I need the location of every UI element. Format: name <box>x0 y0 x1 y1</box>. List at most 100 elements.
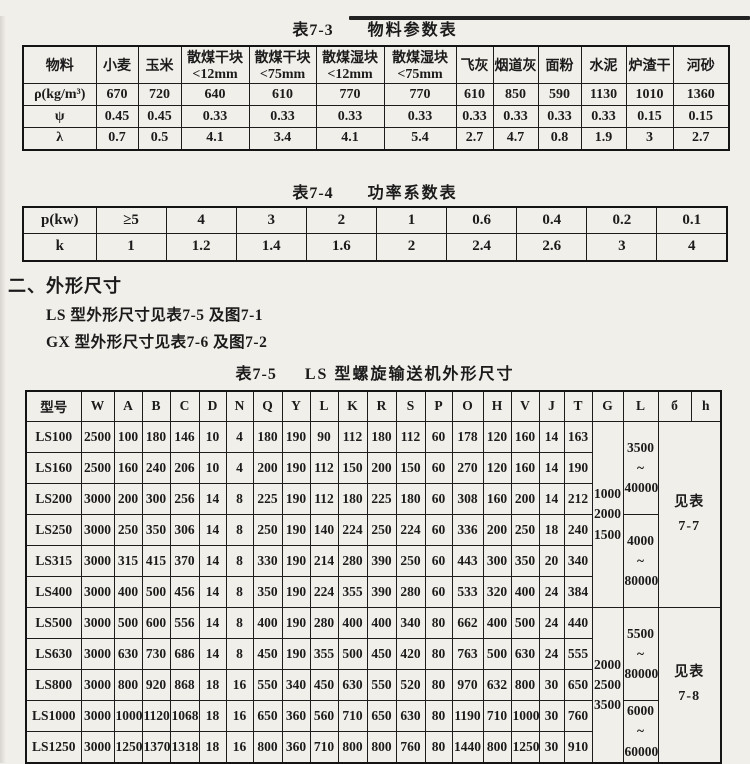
column-header: 物料 <box>22 45 97 84</box>
cell: 1 <box>375 206 448 234</box>
cell: 14 <box>198 638 227 670</box>
column-header: Q <box>252 390 283 422</box>
cell: 200 <box>252 452 283 484</box>
cell: 710 <box>309 731 339 764</box>
cell: 650 <box>366 699 397 733</box>
cell: 1440 <box>451 731 484 764</box>
table-row: LS250 3000 250 350 306 14 8 250 190 140 224 250 224 6… <box>25 514 721 608</box>
cell: 180 <box>252 421 283 453</box>
cell: 800 <box>510 669 540 701</box>
cell: 1 <box>95 233 167 261</box>
cell: 190 <box>281 483 311 515</box>
cell: 308 <box>451 483 484 515</box>
model-row-header: LS1250 <box>25 731 82 764</box>
cell: 240 <box>141 452 171 484</box>
cell: 160 <box>510 421 540 453</box>
cell: 300 <box>141 483 171 515</box>
cell: 800 <box>482 731 512 764</box>
table-7-3-caption-title: 物料参数表 <box>367 22 458 39</box>
cell: 1.6 <box>305 233 377 261</box>
cell: 456 <box>169 576 200 608</box>
cell: 5.4 <box>383 127 457 150</box>
cell: 180 <box>141 421 171 453</box>
cell: 868 <box>169 669 200 701</box>
cell: 390 <box>366 545 397 577</box>
cell: 0.4 <box>516 206 588 234</box>
cell: 300 <box>482 545 512 577</box>
cell: 720 <box>137 83 182 106</box>
table-row: 物料 小麦 玉米 散煤干块 <12mm 散煤干块 <75mm 散煤湿块 <12mm 散煤湿块… <box>22 45 730 84</box>
model-row-header: LS400 <box>25 576 82 608</box>
cell: 4.7 <box>492 127 539 150</box>
cell: 360 <box>281 731 311 764</box>
cell: 120 <box>482 452 512 484</box>
table-7-3-caption: 表7-3 物料参数表 <box>0 16 750 40</box>
cell: 400 <box>337 607 368 639</box>
column-header: 型号 <box>25 390 82 422</box>
cell: 280 <box>395 576 426 608</box>
gx-dimension-reference: GX 型外形尺寸见表7-6 及图7-2 <box>46 333 268 351</box>
cell: 306 <box>169 514 200 546</box>
column-header: 散煤湿块 <12mm <box>315 45 385 84</box>
model-row-header: LS1000 <box>25 699 82 733</box>
model-row-header: LS800 <box>25 669 82 701</box>
column-header: б <box>657 390 692 422</box>
model-row-header: LS315 <box>25 545 82 577</box>
cell: 1000 <box>113 699 143 733</box>
cell: 3 <box>235 206 307 234</box>
cell: 800 <box>337 731 368 764</box>
table-row: LS500 3000 500 600 556 14 8 400 190 280 400 400 340 8… <box>25 606 722 764</box>
cell: 60 <box>424 545 453 577</box>
cell: 120 <box>482 421 512 453</box>
row-header: p(kw) <box>22 206 97 234</box>
cell: 450 <box>309 669 339 701</box>
column-header: K <box>337 390 368 422</box>
cell: 225 <box>366 483 397 515</box>
cell: 0.33 <box>537 105 582 128</box>
cell: 60 <box>424 421 453 453</box>
column-header: 水泥 <box>580 45 627 84</box>
row-header: k <box>22 233 97 261</box>
cell: 250 <box>252 514 283 546</box>
cell: 80 <box>424 669 453 701</box>
cell: 0.5 <box>137 127 182 150</box>
cell: 970 <box>451 669 484 701</box>
cell: 0.15 <box>672 105 730 128</box>
cell: 8 <box>225 638 254 670</box>
cell: 350 <box>252 576 283 608</box>
cell: 0.33 <box>315 105 385 128</box>
cell: 214 <box>309 545 339 577</box>
cell: 650 <box>252 699 283 733</box>
cell: 60 <box>424 576 453 608</box>
cell: 60 <box>424 514 453 546</box>
column-header: 小麦 <box>95 45 139 84</box>
cell: 0.33 <box>383 105 457 128</box>
cell: 443 <box>451 545 484 577</box>
cell: 336 <box>451 514 484 546</box>
cell: 4.1 <box>315 127 385 150</box>
cell: 2.7 <box>455 127 494 150</box>
cell: 10 <box>198 421 227 453</box>
cell: 163 <box>563 421 593 453</box>
cell: 160 <box>482 483 512 515</box>
column-header: D <box>198 390 227 422</box>
cell: 178 <box>451 421 484 453</box>
cell: 18 <box>198 731 227 764</box>
cell: 370 <box>169 545 200 577</box>
scan-artifact-line <box>349 16 750 20</box>
cell: 630 <box>395 699 426 733</box>
cell: 2500 <box>80 421 115 453</box>
cell: 80 <box>424 699 453 733</box>
column-header: G <box>591 390 624 422</box>
cell: 0.33 <box>455 105 494 128</box>
cell: 18 <box>198 699 227 733</box>
cell: 710 <box>337 699 368 733</box>
cell: 4 <box>656 233 728 261</box>
cell: 2 <box>305 206 377 234</box>
cell: 420 <box>395 638 426 670</box>
cell: 112 <box>337 421 368 453</box>
cell: 8 <box>225 576 254 608</box>
cell: 3000 <box>80 638 115 670</box>
column-header: H <box>482 390 512 422</box>
see-table-7-8: 见表 7-8 <box>657 606 722 764</box>
